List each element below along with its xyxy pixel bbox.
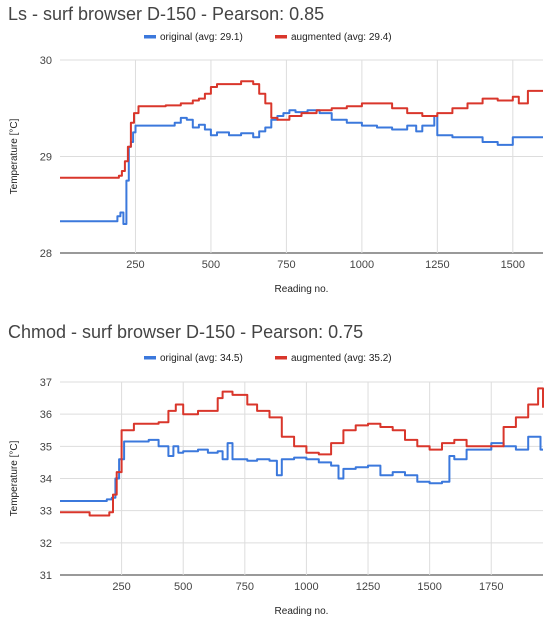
chart-title: Ls - surf browser D-150 - Pearson: 0.85 bbox=[8, 4, 325, 24]
series-line-augmented bbox=[60, 80, 543, 179]
x-tick-label: 500 bbox=[202, 259, 220, 271]
y-axis-label: Temperature [°C] bbox=[9, 440, 20, 516]
legend-swatch bbox=[144, 356, 156, 360]
x-tick-label: 1250 bbox=[425, 259, 449, 271]
chart-svg-chmod: 31 32 33 34 35 36 37 250 500 750 1000 1250 1500 1750 R… bbox=[9, 353, 544, 617]
x-tick-label: 1000 bbox=[350, 259, 374, 271]
legend-swatch bbox=[275, 35, 287, 39]
chart-svg-ls: 28 29 30 250 500 750 1000 1250 1500 Reading no. Te… bbox=[9, 32, 543, 295]
x-tick-label: 1500 bbox=[501, 259, 525, 271]
legend-swatch bbox=[275, 356, 287, 360]
chart-title: Chmod - surf browser D-150 - Pearson: 0.… bbox=[8, 322, 364, 342]
x-tick-label: 750 bbox=[277, 259, 295, 271]
legend-label: augmented (avg: 29.4) bbox=[291, 32, 392, 43]
y-tick-label: 34 bbox=[40, 474, 52, 486]
legend-label: original (avg: 34.5) bbox=[160, 353, 243, 364]
chart-panel-chmod: Chmod - surf browser D-150 - Pearson: 0.… bbox=[0, 318, 550, 621]
legend-label: original (avg: 29.1) bbox=[160, 32, 243, 43]
legend-label: augmented (avg: 35.2) bbox=[291, 353, 392, 364]
x-tick-label: 750 bbox=[236, 581, 254, 593]
series-line-original bbox=[60, 109, 543, 225]
x-tick-label: 1750 bbox=[479, 581, 503, 593]
y-tick-label: 28 bbox=[40, 248, 52, 260]
y-tick-label: 29 bbox=[40, 152, 52, 164]
x-tick-label: 250 bbox=[112, 581, 130, 593]
y-tick-label: 32 bbox=[40, 538, 52, 550]
series-line-original bbox=[60, 435, 543, 502]
y-tick-label: 33 bbox=[40, 506, 52, 518]
x-tick-label: 1250 bbox=[356, 581, 380, 593]
x-tick-label: 500 bbox=[174, 581, 192, 593]
x-tick-label: 1500 bbox=[417, 581, 441, 593]
y-tick-label: 37 bbox=[40, 377, 52, 389]
x-axis-label: Reading no. bbox=[275, 606, 329, 617]
y-tick-label: 36 bbox=[40, 409, 52, 421]
legend-swatch bbox=[144, 35, 156, 39]
x-axis-label: Reading no. bbox=[275, 284, 329, 295]
x-tick-label: 1000 bbox=[294, 581, 318, 593]
y-axis-label: Temperature [°C] bbox=[9, 118, 20, 194]
y-tick-label: 30 bbox=[40, 55, 52, 67]
series-line-augmented bbox=[60, 387, 544, 517]
x-tick-label: 250 bbox=[126, 259, 144, 271]
y-tick-label: 31 bbox=[40, 570, 52, 582]
chart-panel-ls: Ls - surf browser D-150 - Pearson: 0.85 … bbox=[0, 0, 550, 310]
y-tick-label: 35 bbox=[40, 441, 52, 453]
